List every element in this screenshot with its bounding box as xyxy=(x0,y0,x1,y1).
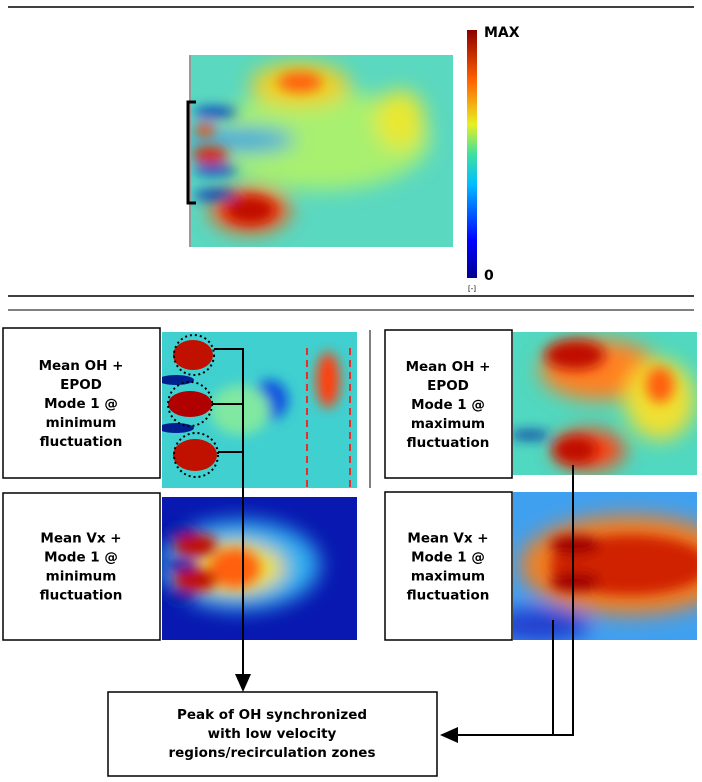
panel-label-line: maximum xyxy=(411,416,485,432)
label-box xyxy=(385,492,512,640)
panel-label-line: Mode 1 @ xyxy=(44,396,118,412)
panel-label-line: fluctuation xyxy=(407,435,490,451)
panel-label-line: fluctuation xyxy=(40,588,123,604)
panel-label-line: Mean OH + xyxy=(406,359,491,375)
heatmap-vx-min xyxy=(160,497,357,640)
label-box xyxy=(3,493,160,640)
panel-label-line: EPOD xyxy=(427,378,469,394)
colorbar-min: 0 xyxy=(484,268,494,284)
panel-label-line: Mean Vx + xyxy=(407,531,488,547)
colorbar-max: MAX xyxy=(484,25,520,41)
colorbar xyxy=(467,30,477,278)
callout-line: regions/recirculation zones xyxy=(168,745,375,761)
panel-label-line: maximum xyxy=(411,569,485,585)
panel-label-line: minimum xyxy=(46,569,117,585)
panel-label-line: Mode 1 @ xyxy=(44,550,118,566)
heatmap-vx-max xyxy=(490,492,702,643)
heatmap-oh-min xyxy=(158,332,357,488)
callout-line: with low velocity xyxy=(208,726,337,742)
panel-label-line: EPOD xyxy=(60,377,102,393)
callout-line: Peak of OH synchronized xyxy=(177,707,367,723)
panel-label-line: minimum xyxy=(46,415,117,431)
heatmap-mean-oh xyxy=(185,55,453,247)
panel-label-line: Mean Vx + xyxy=(40,531,121,547)
panel-label-line: Mode 1 @ xyxy=(411,550,485,566)
panel-label-line: fluctuation xyxy=(40,434,123,450)
panel-label-line: Mode 1 @ xyxy=(411,397,485,413)
panel-label-line: fluctuation xyxy=(407,588,490,604)
colorbar-unit: [-] xyxy=(468,285,476,293)
figure: MAX 0 [-] xyxy=(0,0,702,782)
panel-label-line: Mean OH + xyxy=(39,358,124,374)
heatmap-oh-max xyxy=(510,332,697,475)
